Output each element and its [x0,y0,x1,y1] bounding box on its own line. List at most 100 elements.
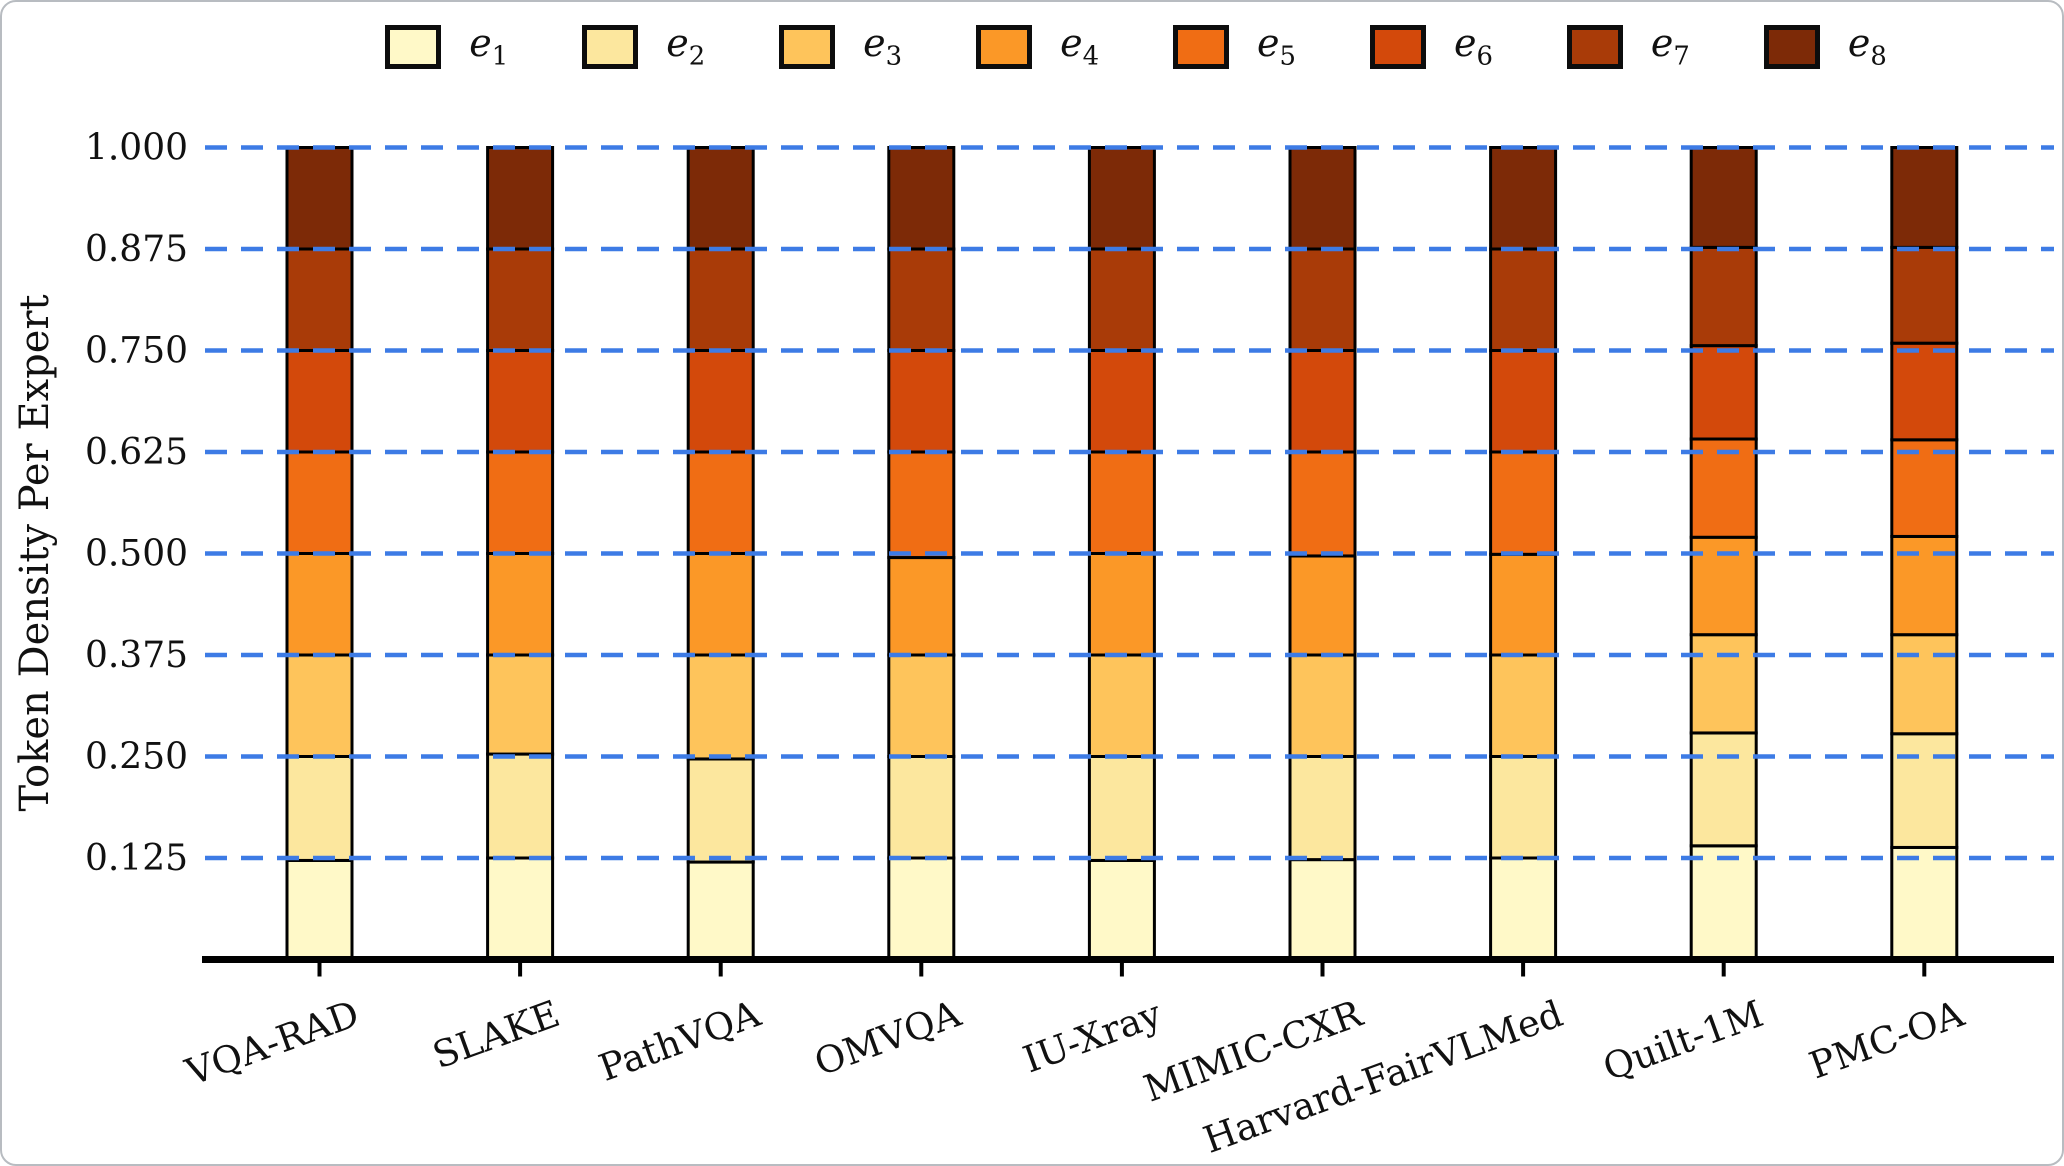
bar-segment-e1-OMVQA [887,856,956,961]
x-tick-label-PathVQA: PathVQA [593,992,767,1090]
bar-segment-e4-OMVQA [887,556,956,657]
bar-segment-e3-IU-Xray [1087,653,1156,758]
bar-segment-e5-OMVQA [887,450,956,560]
bar-segment-e5-IU-Xray [1087,450,1156,555]
legend-label-e3: e3 [863,21,903,72]
legend-label-e5: e5 [1257,21,1296,72]
bar-segment-e4-Harvard-FairVLMed [1489,552,1558,657]
bar-segment-e8-SLAKE [486,146,555,251]
y-tick-label-0.875: 0.875 [85,229,188,270]
bar-segment-e7-MIMIC-CXR [1288,247,1357,352]
legend-swatch-e1 [385,25,442,70]
bar-segment-e7-IU-Xray [1087,247,1156,352]
bar-segment-e1-VQA-RAD [285,858,354,961]
bar-segment-e5-SLAKE [486,450,555,555]
bar-segment-e1-MIMIC-CXR [1288,858,1357,962]
bar-segment-e7-OMVQA [887,247,956,352]
bar-segment-e4-SLAKE [486,552,555,657]
y-axis-label: Token Density Per Expert [12,294,58,811]
bar-segment-e3-SLAKE [486,653,555,756]
legend-swatch-e3 [779,25,836,70]
x-tick-label-SLAKE: SLAKE [427,992,565,1077]
bar-segment-e2-PathVQA [686,757,755,864]
y-tick-label-0.500: 0.500 [85,534,188,575]
legend-item-e4: e4 [976,24,1099,70]
legend-swatch-e8 [1763,25,1820,70]
y-tick-label-0.750: 0.750 [85,331,188,372]
bar-segment-e4-VQA-RAD [285,552,354,657]
bar-segment-e3-Harvard-FairVLMed [1489,653,1558,758]
legend-label-e2: e2 [666,21,706,72]
legend-swatch-e6 [1369,25,1426,70]
bar-segment-e6-SLAKE [486,349,555,454]
bar-segment-e2-IU-Xray [1087,755,1156,862]
bar-segment-e3-MIMIC-CXR [1288,653,1357,758]
legend-label-e4: e4 [1060,21,1099,72]
bar-segment-e1-Harvard-FairVLMed [1489,856,1558,961]
bar-segment-e3-Quilt-1M [1689,633,1758,735]
bar-segment-e8-Quilt-1M [1689,146,1758,249]
bar-segment-e8-IU-Xray [1087,146,1156,251]
bar-segment-e6-Quilt-1M [1689,344,1758,441]
bar-segment-e5-Quilt-1M [1689,437,1758,539]
bar-segment-e4-MIMIC-CXR [1288,554,1357,657]
bar-segment-e2-OMVQA [887,755,956,860]
bar-segment-e8-MIMIC-CXR [1288,146,1357,251]
bar-segment-e6-IU-Xray [1087,349,1156,454]
bar-segment-e4-IU-Xray [1087,552,1156,657]
bar-segment-e8-PathVQA [686,146,755,251]
x-tick-label-Harvard-FairVLMed: Harvard-FairVLMed [1198,992,1568,1162]
bars-layer [285,146,1959,962]
legend-item-e6: e6 [1369,21,1493,72]
bar-segment-e4-PathVQA [686,552,755,657]
x-tick-label-VQA-RAD: VQA-RAD [179,992,364,1094]
bar-segment-e2-MIMIC-CXR [1288,755,1357,862]
bar-segment-e3-PathVQA [686,653,755,761]
bar-segment-e2-VQA-RAD [285,755,354,862]
bar-segment-e5-MIMIC-CXR [1288,450,1357,558]
bar-segment-e7-PathVQA [686,247,755,352]
axis-layer: 0.125 0.250 0.375 0.500 0.625 0.750 0.875 1.000… [85,128,2054,1162]
bar-segment-e3-OMVQA [887,653,956,758]
bar-segment-e1-Quilt-1M [1689,844,1758,962]
bar-segment-e5-PathVQA [686,450,755,555]
legend-swatch-e2 [582,25,639,70]
bar-segment-e1-SLAKE [486,856,555,961]
legend-item-e3: e3 [779,24,902,70]
x-tick-label-PMC-OA: PMC-OA [1804,992,1971,1088]
legend: e1 e2 e3 e4 e5 e6 e7 e8 [214,24,2058,70]
legend-item-e7: e7 [1566,24,1690,70]
x-tick-label-OMVQA: OMVQA [809,992,968,1085]
bar-segment-e5-Harvard-FairVLMed [1489,450,1558,556]
legend-swatch-e5 [1173,25,1229,70]
grid-layer [205,145,2054,861]
y-tick-label-1.000: 1.000 [85,128,188,169]
bar-segment-e2-Harvard-FairVLMed [1489,755,1558,860]
bar-segment-e6-OMVQA [887,349,956,454]
bar-segment-e8-PMC-OA [1890,146,1959,249]
legend-label-e6: e6 [1453,21,1493,72]
bar-segment-e1-IU-Xray [1087,858,1156,961]
bar-segment-e4-PMC-OA [1890,534,1959,637]
legend-item-e5: e5 [1173,24,1296,70]
y-tick-label-0.125: 0.125 [85,838,188,879]
bar-segment-e2-Quilt-1M [1689,731,1758,848]
bar-segment-e6-PathVQA [686,349,755,454]
bar-segment-e6-Harvard-FairVLMed [1489,349,1558,454]
legend-label-e1: e1 [469,21,509,72]
bar-segment-e6-PMC-OA [1890,341,1959,442]
bar-segment-e2-PMC-OA [1890,732,1959,849]
bar-segment-e5-VQA-RAD [285,450,354,555]
y-tick-label-0.250: 0.250 [85,737,188,778]
bar-segment-e7-PMC-OA [1890,245,1959,345]
bar-segment-e8-OMVQA [887,146,956,251]
bar-segment-e3-VQA-RAD [285,653,354,758]
legend-swatch-e7 [1566,25,1623,70]
bar-segment-e8-Harvard-FairVLMed [1489,146,1558,251]
legend-item-e8: e8 [1763,24,1887,70]
y-tick-label-0.625: 0.625 [85,432,188,473]
bar-segment-e3-PMC-OA [1890,633,1959,736]
bar-segment-e7-Harvard-FairVLMed [1489,247,1558,352]
